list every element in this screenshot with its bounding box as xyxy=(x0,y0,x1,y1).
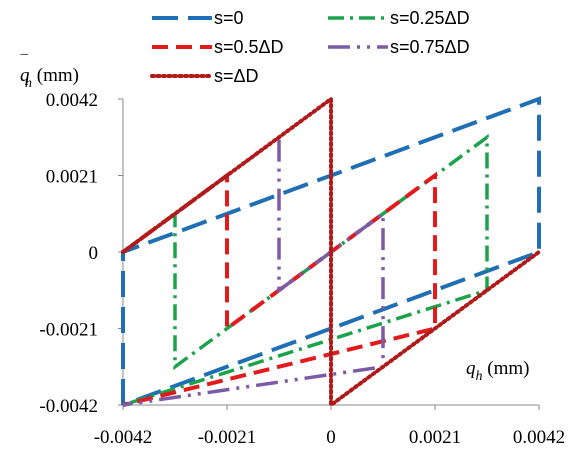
legend-label-0: s=0 xyxy=(214,8,244,28)
x-axis-label-var: q xyxy=(466,358,476,379)
y-axis-tick-labels: 0.0042 0.0021 0 -0.0021 -0.0042 xyxy=(39,90,98,417)
y-axis-label-sub: h xyxy=(25,76,32,91)
x-tick-label: -0.0021 xyxy=(198,427,257,448)
y-axis-label: q¯ h (mm) xyxy=(20,53,79,91)
y-tick-label: 0 xyxy=(89,243,99,264)
y-axis-label-unit: (mm) xyxy=(32,65,79,86)
y-tick-label: -0.0021 xyxy=(39,320,98,341)
legend-label-3: s=0.75ΔD xyxy=(390,37,470,57)
series-layer xyxy=(121,95,541,409)
x-tick-label: -0.0042 xyxy=(94,427,153,448)
x-axis-label-sub: h xyxy=(476,369,483,384)
legend-label-2: s=0.5ΔD xyxy=(214,37,284,57)
y-axis-label-var: q xyxy=(20,65,30,86)
x-axis-label-unit: (mm) xyxy=(483,358,530,379)
y-tick-label: 0.0021 xyxy=(46,167,98,188)
x-tick-label: 0.0042 xyxy=(513,427,565,448)
legend-label-1: s=0.25ΔD xyxy=(390,8,470,28)
x-tick-label: 0 xyxy=(326,427,336,448)
x-axis-label: qh (mm) xyxy=(466,358,529,384)
y-axis-label-bar: ¯ xyxy=(20,53,29,69)
x-tick-label: 0.0021 xyxy=(409,427,461,448)
series-line-4 xyxy=(121,95,541,409)
y-tick-label: -0.0042 xyxy=(39,396,98,417)
series-line-0 xyxy=(121,96,541,407)
y-tick-label: 0.0042 xyxy=(46,90,98,111)
legend-label-4: s=ΔD xyxy=(214,66,259,86)
x-axis-tick-labels: -0.0042 -0.0021 0 0.0021 0.0042 xyxy=(94,427,565,448)
legend: s=0 s=0.25ΔD s=0.5ΔD s=0.75ΔD s=ΔD xyxy=(150,8,470,86)
